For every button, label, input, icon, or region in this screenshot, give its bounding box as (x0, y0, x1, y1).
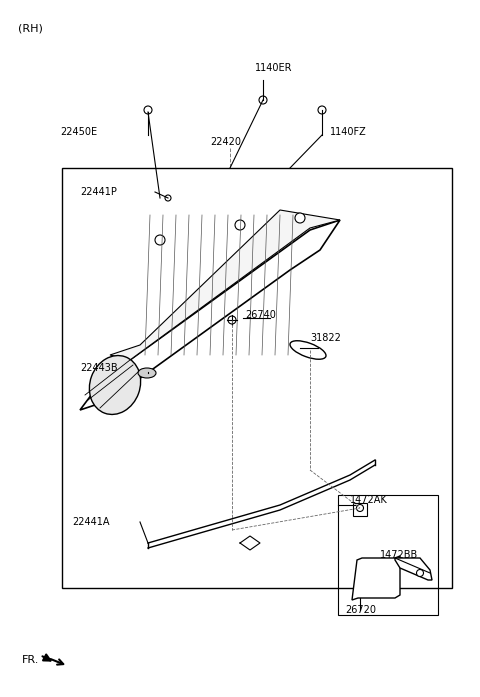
Polygon shape (110, 210, 340, 360)
Ellipse shape (165, 195, 171, 201)
Text: 1472AK: 1472AK (350, 495, 388, 505)
Bar (353, 503, 367, 516)
Circle shape (155, 235, 165, 245)
Text: (RH): (RH) (18, 23, 43, 33)
Circle shape (318, 106, 326, 114)
Circle shape (417, 569, 423, 576)
Text: 1140FZ: 1140FZ (330, 127, 367, 137)
Circle shape (228, 316, 236, 324)
Text: 22443B: 22443B (80, 363, 118, 373)
Text: FR.: FR. (22, 655, 39, 665)
Ellipse shape (89, 355, 141, 415)
Text: 26740: 26740 (245, 310, 276, 320)
Text: 22441A: 22441A (72, 517, 109, 527)
Circle shape (357, 505, 363, 512)
Text: 1472BB: 1472BB (380, 550, 418, 560)
Circle shape (144, 106, 152, 114)
Text: 31822: 31822 (310, 333, 341, 343)
Polygon shape (352, 556, 400, 600)
Bar (338, 495, 438, 615)
Ellipse shape (138, 368, 156, 378)
Text: 26720: 26720 (345, 605, 376, 615)
Text: 1140ER: 1140ER (255, 63, 292, 73)
Bar (62, 168, 452, 588)
Polygon shape (80, 220, 340, 410)
Text: 22450E: 22450E (60, 127, 97, 137)
Text: 22420: 22420 (210, 137, 241, 147)
Circle shape (295, 213, 305, 223)
Polygon shape (395, 558, 432, 580)
Text: 22441P: 22441P (80, 187, 117, 197)
Circle shape (259, 96, 267, 104)
Circle shape (235, 220, 245, 230)
